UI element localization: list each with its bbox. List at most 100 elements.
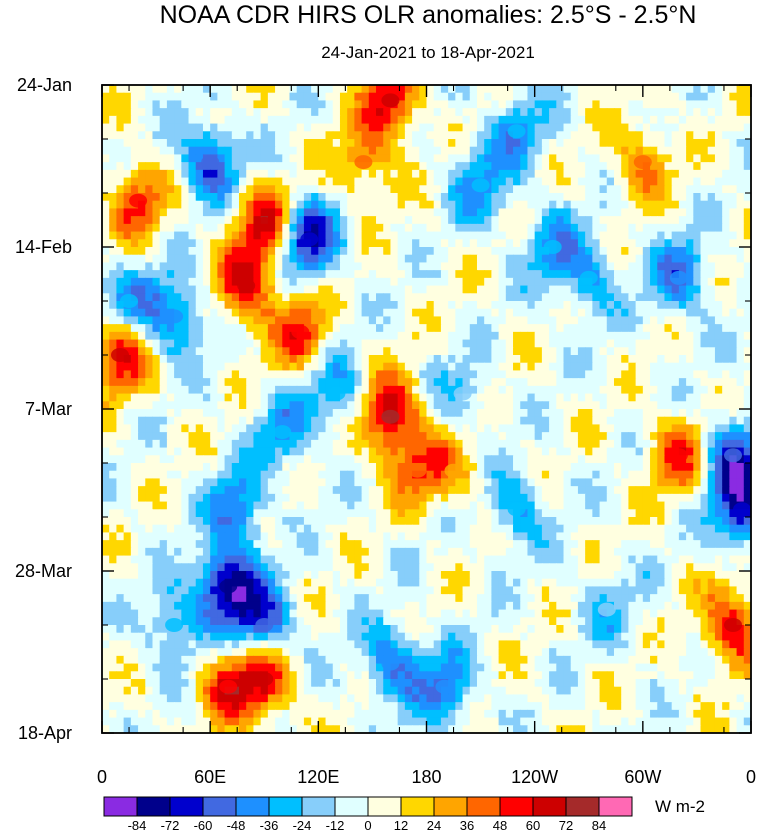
field-cell	[181, 254, 190, 264]
field-cell	[123, 200, 132, 210]
field-cell	[743, 409, 751, 418]
field-cell	[376, 385, 384, 395]
field-cell	[282, 262, 291, 271]
field-cell	[577, 308, 586, 318]
field-cell	[195, 262, 204, 271]
field-cell	[109, 146, 118, 156]
field-cell	[462, 223, 471, 233]
field-cell	[397, 432, 406, 441]
field-cell	[714, 193, 723, 202]
field-cell	[570, 254, 579, 264]
field-cell	[664, 115, 673, 125]
field-cell	[390, 108, 399, 117]
field-cell	[606, 231, 615, 240]
field-cell	[678, 478, 687, 487]
field-cell	[707, 239, 716, 248]
field-cell	[397, 478, 406, 487]
field-cell	[678, 493, 687, 503]
field-cell	[686, 316, 694, 325]
field-cell	[527, 316, 536, 325]
field-cell	[556, 146, 565, 156]
field-cell	[145, 223, 154, 233]
field-cell	[700, 370, 709, 379]
field-cell	[693, 231, 702, 240]
field-cell	[469, 324, 478, 333]
field-cell	[289, 493, 298, 503]
field-cell	[318, 509, 327, 518]
field-cell	[195, 355, 204, 364]
field-cell	[138, 223, 146, 233]
field-cell	[267, 146, 276, 156]
field-cell	[527, 277, 536, 287]
field-cell	[707, 231, 716, 240]
field-cell	[166, 177, 175, 186]
field-cell	[303, 393, 312, 402]
field-cell	[491, 501, 500, 510]
field-cell	[325, 501, 334, 510]
field-cell	[123, 108, 132, 117]
field-cell	[549, 85, 557, 94]
field-cell	[368, 362, 377, 372]
field-cell	[195, 324, 204, 333]
field-cell	[152, 139, 161, 148]
field-cell	[210, 470, 218, 480]
field-cell	[541, 139, 550, 148]
field-cell	[267, 385, 276, 395]
field-cell	[621, 254, 630, 264]
field-cell	[138, 162, 146, 171]
field-cell	[383, 108, 392, 117]
field-cell	[541, 478, 550, 487]
field-cell	[318, 85, 327, 94]
field-cell	[109, 401, 118, 410]
field-cell	[282, 254, 291, 264]
field-cell	[520, 185, 529, 194]
field-cell	[102, 393, 110, 402]
field-cell	[303, 331, 312, 341]
field-cell	[577, 85, 586, 94]
field-cell	[678, 216, 687, 225]
field-cell	[339, 409, 348, 418]
field-cell	[700, 108, 709, 117]
field-cell	[217, 308, 226, 318]
field-cell	[599, 185, 608, 194]
field-cell	[455, 169, 464, 179]
field-cell	[404, 432, 413, 441]
field-cell	[318, 100, 327, 109]
field-cell	[657, 100, 666, 109]
field-cell	[563, 193, 572, 202]
field-cell	[743, 231, 751, 240]
field-cell	[714, 470, 723, 480]
field-cell	[469, 301, 478, 310]
field-cell	[678, 416, 687, 426]
field-cell	[527, 185, 536, 194]
field-cell	[412, 493, 420, 503]
field-cell	[613, 239, 622, 248]
field-cell	[613, 285, 622, 294]
field-cell	[664, 247, 673, 256]
field-cell	[253, 193, 262, 202]
field-cell	[491, 270, 500, 279]
field-cell	[563, 154, 572, 163]
field-cell	[419, 270, 428, 279]
field-cell	[707, 355, 716, 364]
field-cell	[202, 139, 211, 148]
field-cell	[231, 231, 240, 240]
field-cell	[347, 92, 355, 102]
field-cell	[303, 308, 312, 318]
field-cell	[246, 509, 255, 518]
field-cell	[476, 447, 485, 456]
field-cell	[426, 231, 435, 240]
field-cell	[181, 478, 190, 487]
field-cell	[657, 493, 666, 503]
field-cell	[412, 100, 420, 109]
field-cell	[404, 108, 413, 117]
field-cell	[650, 293, 658, 302]
field-cell	[671, 185, 680, 194]
field-cell	[549, 169, 557, 179]
field-cell	[563, 393, 572, 402]
field-cell	[217, 162, 226, 171]
field-cell	[534, 331, 543, 341]
field-cell	[628, 470, 637, 480]
field-cell	[217, 331, 226, 341]
field-cell	[224, 447, 233, 456]
